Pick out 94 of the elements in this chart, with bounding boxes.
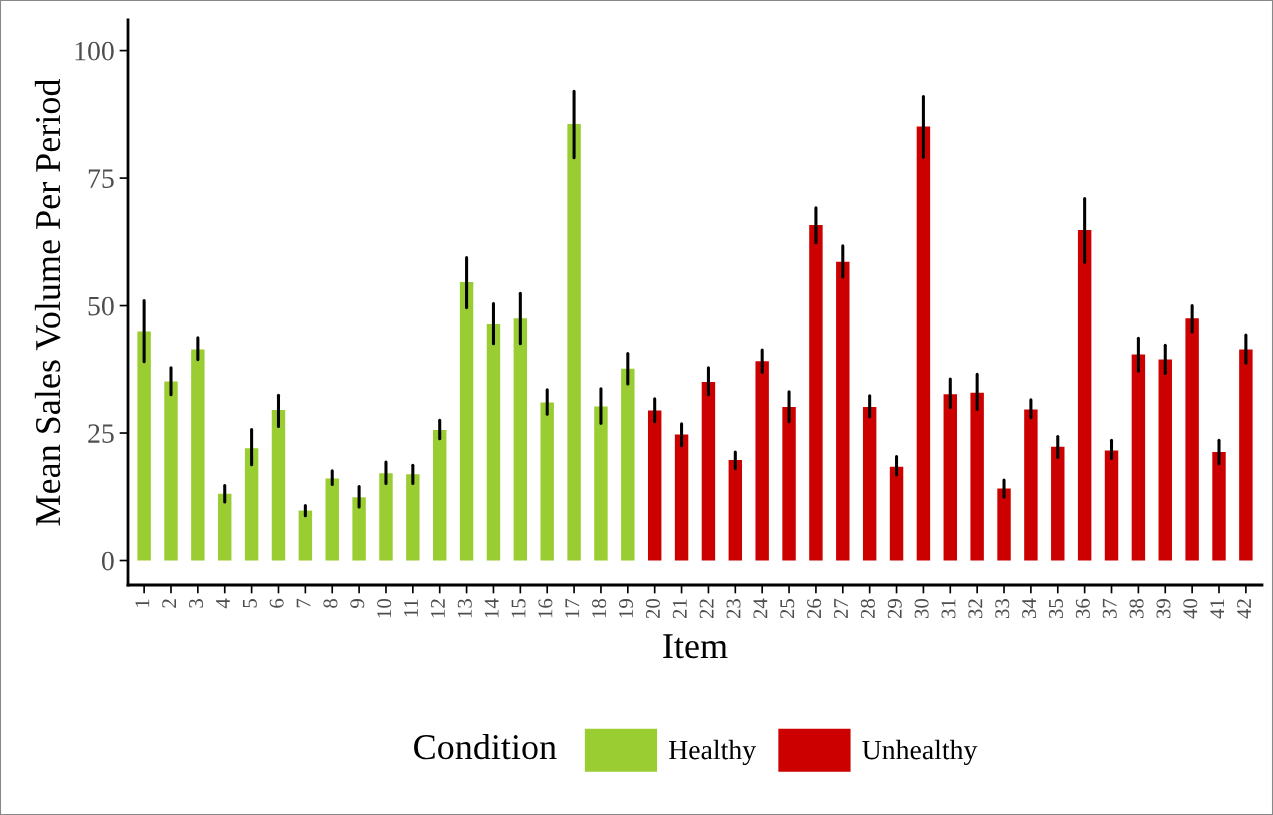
x-tick-label: 20: [645, 598, 660, 619]
x-tick-label: 39: [1156, 599, 1171, 619]
bar: [459, 282, 474, 561]
x-tick-label: 42: [1237, 599, 1251, 619]
bar: [782, 407, 796, 561]
bar: [325, 478, 339, 561]
legend-label: Unhealthy: [862, 739, 978, 766]
bar: [1024, 409, 1038, 561]
x-tick-label: 30: [914, 598, 929, 619]
x-tick-label: 38: [1129, 598, 1144, 619]
x-tick-label: 1: [135, 599, 150, 607]
x-axis-title: Item: [663, 634, 728, 659]
bar: [916, 126, 931, 561]
bar: [352, 497, 366, 561]
bar: [1051, 446, 1065, 561]
bar: [594, 406, 608, 561]
legend-title: Condition: [414, 733, 557, 760]
x-tick-label: 36: [1075, 598, 1090, 619]
bar: [567, 124, 581, 561]
x-tick-label: 25: [780, 599, 795, 619]
bar: [1158, 359, 1172, 561]
bar: [406, 474, 420, 561]
y-axis-title: Mean Sales Volume Per Period: [34, 78, 61, 526]
x-tick-label: 23: [726, 599, 741, 619]
bar: [889, 466, 904, 561]
bar: [809, 224, 823, 561]
x-tick-label: 11: [404, 599, 418, 617]
bar: [513, 318, 528, 561]
x-tick-label: 8: [323, 598, 338, 608]
bar: [540, 402, 554, 561]
bar: [674, 434, 689, 561]
x-tick-label: 31: [941, 599, 956, 619]
x-tick-label: 32: [968, 599, 983, 619]
x-tick-label: 13: [457, 599, 472, 618]
y-tick-label: 25: [88, 424, 114, 443]
x-tick-label: 9: [350, 599, 365, 608]
bar: [1131, 354, 1146, 561]
bar: [862, 407, 877, 561]
x-tick-label: 3: [189, 599, 204, 608]
x-tick-label: 16: [538, 598, 553, 618]
x-tick-label: 29: [887, 599, 902, 619]
x-tick-label: 37: [1102, 598, 1117, 619]
bar: [379, 473, 393, 561]
bar: [1212, 451, 1226, 561]
x-tick-label: 26: [807, 598, 822, 619]
bar: [943, 394, 957, 561]
bar: [1104, 450, 1119, 561]
x-tick-label: 6: [269, 598, 284, 608]
x-tick-label: 22: [699, 599, 714, 619]
legend-label: Healthy: [668, 739, 757, 766]
x-tick-label: 40: [1183, 598, 1198, 619]
bar: [836, 261, 850, 561]
bar: [701, 382, 716, 561]
x-tick-label: 2: [162, 599, 177, 608]
x-tick-label: 12: [430, 599, 445, 618]
bar: [244, 448, 259, 561]
x-tick-label: 15: [511, 599, 526, 618]
bar: [621, 368, 635, 561]
x-tick-label: 24: [753, 598, 768, 619]
x-tick-label: 18: [592, 598, 607, 618]
bar: [298, 510, 313, 561]
x-tick-label: 35: [1048, 599, 1063, 619]
y-tick-label: 0: [101, 551, 114, 571]
bar: [218, 493, 232, 561]
x-tick-label: 7: [296, 598, 311, 608]
x-tick-label: 10: [377, 598, 392, 618]
x-tick-label: 27: [834, 598, 848, 619]
x-tick-label: 28: [860, 598, 875, 619]
x-tick-label: 21: [672, 599, 687, 619]
x-tick-label: 41: [1210, 599, 1225, 619]
x-tick-label: 14: [484, 598, 499, 618]
y-tick-label: 100: [75, 41, 114, 61]
x-tick-label: 33: [995, 599, 1010, 619]
bar: [997, 488, 1011, 561]
bar: [647, 410, 662, 561]
bar: [728, 460, 743, 561]
bar: [486, 323, 501, 561]
x-tick-label: 19: [619, 599, 634, 618]
bar: [1185, 318, 1199, 561]
bar: [271, 410, 286, 561]
bar: [970, 392, 984, 561]
bar: [1239, 349, 1253, 561]
x-tick-label: 17: [565, 598, 580, 618]
y-tick-label: 50: [88, 296, 114, 316]
bar: [1077, 230, 1092, 561]
x-tick-label: 34: [1022, 598, 1037, 619]
bar: [164, 381, 178, 561]
bar: [137, 331, 151, 561]
x-tick-label: 4: [216, 598, 230, 609]
y-tick-label: 75: [88, 169, 114, 188]
bar: [433, 429, 447, 561]
bar: [755, 361, 769, 561]
bar: [191, 349, 205, 561]
x-tick-label: 5: [242, 599, 257, 608]
